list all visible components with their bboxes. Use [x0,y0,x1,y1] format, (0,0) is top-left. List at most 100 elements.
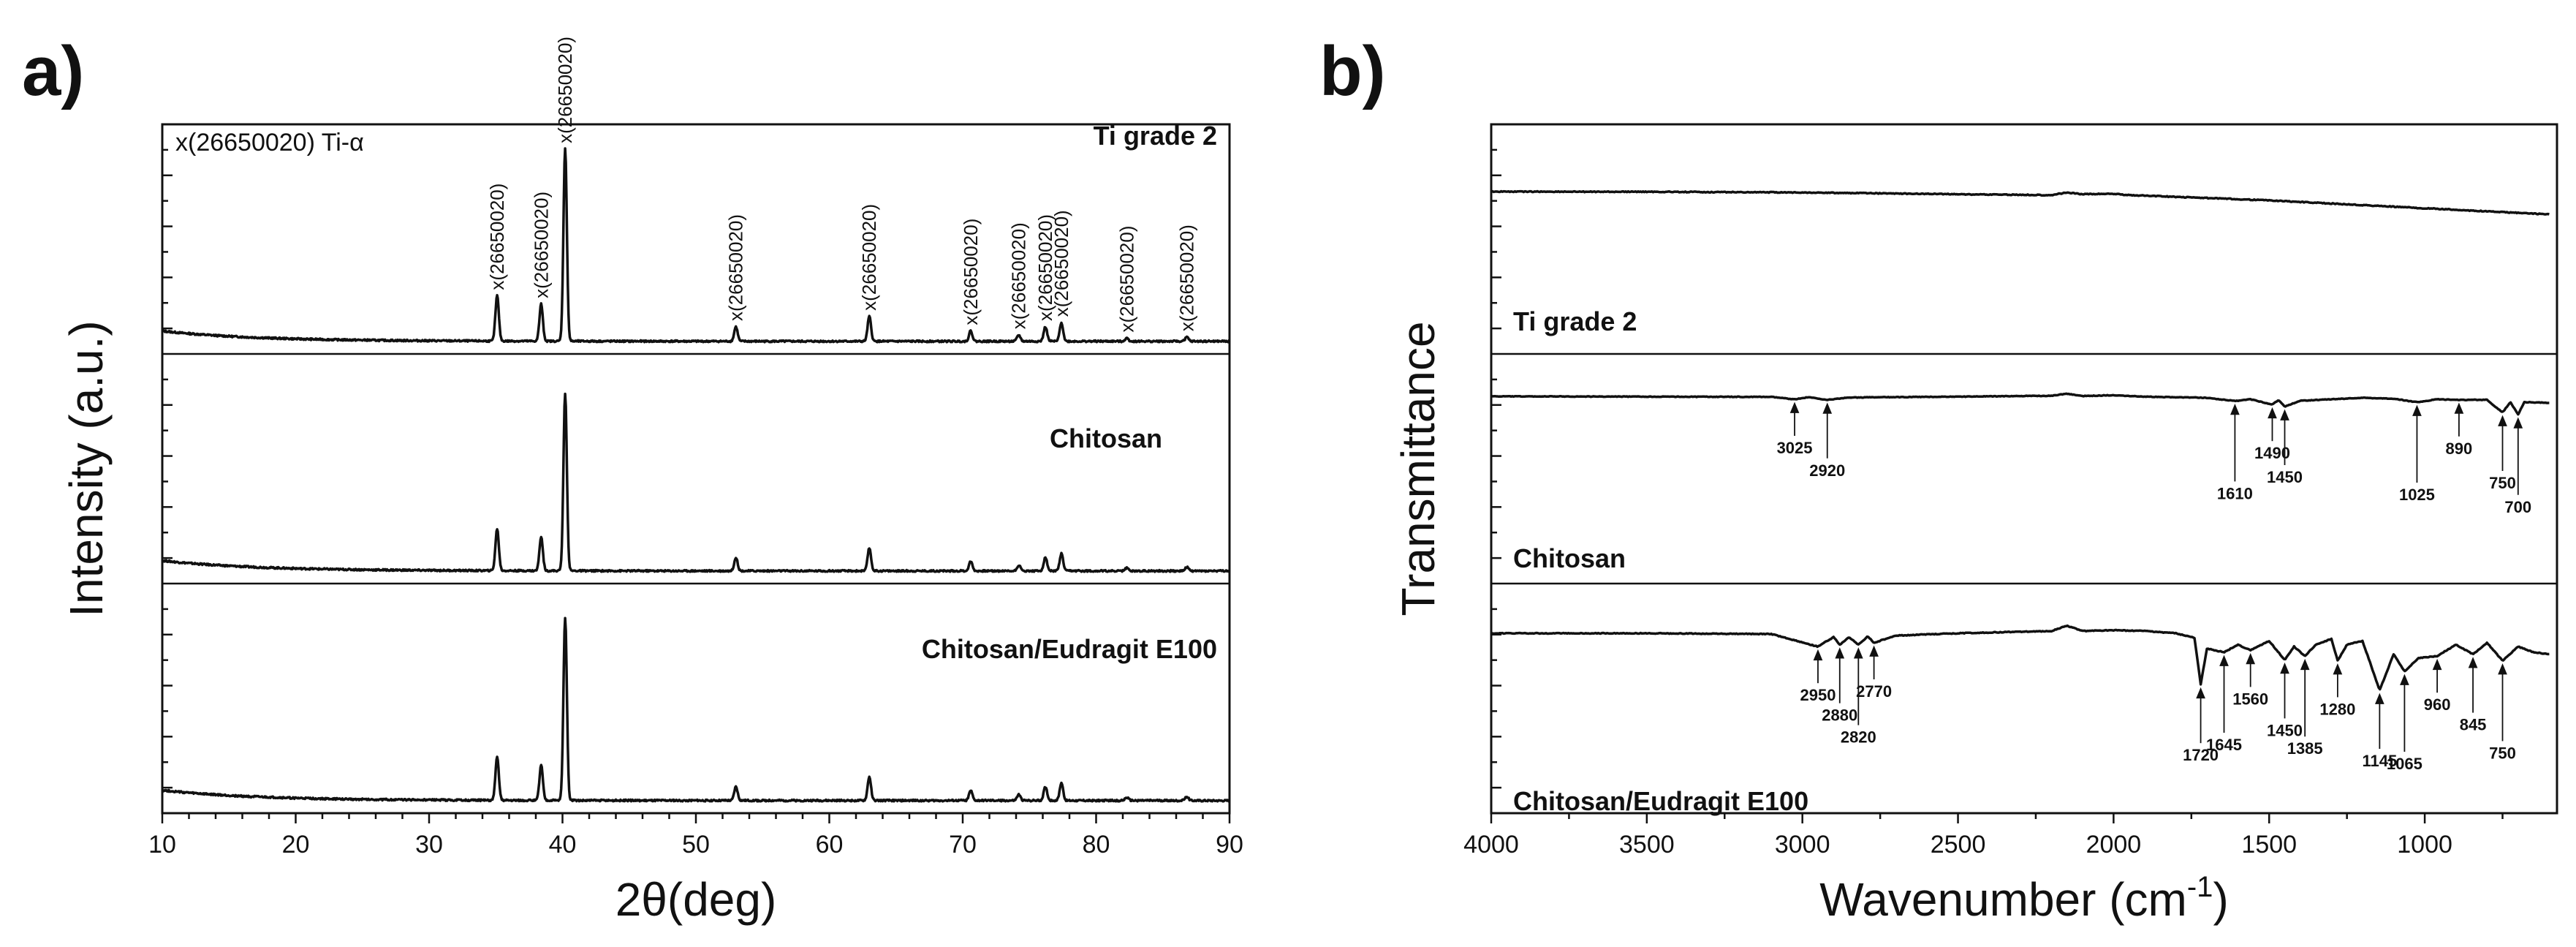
panel-b-label: b) [1319,32,1386,110]
ftir-band-arrowhead [2454,402,2464,414]
xrd-y-axis-title: Intensity (a.u.) [60,320,113,617]
ftir-curve-0 [1490,189,2550,216]
ftir-series-label-eudragit: Chitosan/Eudragit E100 [1513,786,1808,816]
ftir-band-arrowhead [2498,415,2507,426]
xrd-peak-label: x(26650020) [960,219,982,325]
ftir-band-label: 2820 [1841,728,1876,747]
ftir-band-arrowhead [2468,657,2478,668]
ftir-band-label: 1645 [2206,736,2242,754]
xrd-x-tick-label: 90 [1216,831,1243,859]
ftir-band-label: 3025 [1777,439,1813,457]
xrd-chart: 10 20 30 40 50 60 70 80 90 x(26650020) x(26650020… [60,37,1243,926]
ftir-band-label: 2770 [1856,682,1892,701]
ftir-band-arrowhead [2513,417,2523,429]
xrd-reference-legend: x(26650020) Ti-α [175,129,364,156]
ftir-band-arrowhead [2498,663,2507,675]
xrd-x-tick-label: 80 [1083,831,1110,859]
ftir-band-arrowhead [2375,693,2384,704]
ftir-band-arrowhead [2246,653,2256,665]
ftir-band-label: 1385 [2287,739,2323,758]
ftir-band-arrowhead [2400,674,2409,685]
xrd-curve-0 [162,147,1230,344]
ftir-x-tick-label: 2500 [1931,831,1986,859]
ftir-band-label: 1065 [2387,755,2422,773]
ftir-band-arrowhead [2196,687,2205,699]
ftir-band-label: 1720 [2183,746,2219,764]
xrd-x-tick-label: 20 [282,831,310,859]
ftir-band-label: 750 [2489,744,2516,762]
xrd-y-ticks [162,148,173,789]
ftir-x-axis-title-main: Wavenumber (cm [1819,873,2187,926]
xrd-series-label-eudragit: Chitosan/Eudragit E100 [922,634,1217,664]
xrd-x-tick-label: 10 [148,831,176,859]
ftir-x-axis-title: Wavenumber (cm-1) [1819,871,2229,926]
ftir-x-tick-label: 3000 [1775,831,1830,859]
xrd-x-tick-label: 30 [415,831,443,859]
ftir-band-label: 2920 [1809,461,1845,480]
xrd-curve-1 [161,392,1231,573]
ftir-band-arrowhead [2300,658,2310,671]
ftir-band-label: 1025 [2399,486,2435,504]
ftir-band-label: 1450 [2267,721,2303,739]
ftir-band-arrowhead [2280,663,2289,674]
ftir-x-tick-label: 1500 [2241,831,2297,859]
ftir-series-label-ti: Ti grade 2 [1513,306,1637,336]
ftir-chart: 4000 3500 3000 2500 2000 1500 1000 3025 2920 161… [1392,123,2558,926]
xrd-x-tick-label: 60 [816,831,844,859]
ftir-curve-1 [1490,392,2550,416]
xrd-peak-label: x(26650020) [530,192,552,298]
xrd-peak-label: x(26650020) [858,204,880,311]
xrd-x-tick-label: 50 [682,831,710,859]
xrd-peak-label: x(26650020) [1034,214,1056,321]
ftir-band-arrowhead [2333,663,2343,675]
ftir-band-label: 890 [2446,439,2473,458]
ftir-band-arrowhead [2219,654,2229,666]
ftir-band-label: 960 [2424,695,2451,714]
ftir-y-ticks [1491,148,1501,789]
ftir-band-arrowhead [2230,404,2240,415]
xrd-curve-2 [162,616,1231,803]
xrd-peak-label: x(26650020) [1176,225,1198,331]
ftir-band-arrowhead [2432,658,2442,671]
ftir-band-annotations: 3025292016101490145010258907507002950288… [1777,401,2531,773]
ftir-band-label: 1450 [2267,468,2303,486]
ftir-plot-frame [1490,123,2558,815]
xrd-peak-label: x(26650020) [486,184,508,290]
xrd-x-axis-title: 2θ(deg) [615,873,777,926]
ftir-x-tick-label: 4000 [1463,831,1519,859]
ftir-band-label: 1280 [2319,700,2355,718]
xrd-series-label-chitosan: Chitosan [1050,423,1162,453]
ftir-y-axis-title: Transmittance [1392,321,1444,616]
xrd-x-tick-label: 40 [549,831,577,859]
ftir-band-arrowhead [2412,404,2422,416]
xrd-x-ticks: 10 20 30 40 50 60 70 80 90 [148,813,1243,859]
ftir-band-label: 2880 [1822,706,1857,725]
xrd-peak-label: x(26650020) [1008,222,1030,329]
xrd-peak-label: x(26650020) [554,37,576,143]
xrd-curves [161,147,1231,803]
ftir-band-label: 845 [2460,716,2487,734]
ftir-x-tick-label: 1000 [2397,831,2452,859]
xrd-peak-label: x(26650020) [1115,225,1137,332]
ftir-band-arrowhead [2280,409,2289,420]
xrd-x-tick-label: 70 [949,831,977,859]
xrd-peak-label: x(26650020) [1050,210,1072,317]
ftir-series-label-chitosan: Chitosan [1513,543,1626,573]
ftir-x-axis-title-sup: -1 [2187,871,2213,903]
ftir-band-arrowhead [1822,402,1833,414]
ftir-band-label: 1610 [2217,484,2253,502]
ftir-band-arrowhead [1835,647,1845,659]
ftir-band-label: 1560 [2232,690,2268,708]
panel-a-label: a) [22,32,84,110]
ftir-band-arrowhead [1869,645,1879,657]
ftir-x-axis-title-end: ) [2213,873,2228,926]
ftir-band-arrowhead [2268,407,2277,419]
ftir-band-arrowhead [1789,401,1800,413]
ftir-band-label: 750 [2489,474,2516,492]
ftir-curves [1490,189,2550,691]
xrd-series-label-ti: Ti grade 2 [1094,121,1217,151]
ftir-band-label: 700 [2504,498,2531,516]
ftir-x-tick-label: 3500 [1619,831,1675,859]
xrd-peak-label: x(26650020) [725,214,747,321]
